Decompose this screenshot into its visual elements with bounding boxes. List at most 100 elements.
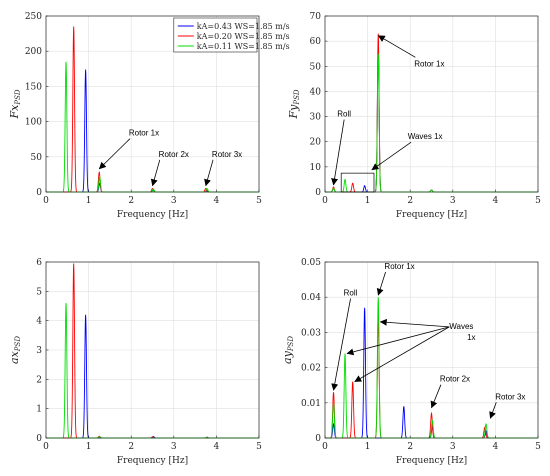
x-tick-label: 5 [256, 196, 262, 206]
series-line-ay-1 [325, 314, 538, 439]
panel-ay: 0 1 2 3 4 5 0 0.01 0.02 0.03 0.04 0.05 Frequency [Hz… [281, 258, 541, 466]
annotation-label: Rotor 2x [440, 375, 470, 384]
y-tick-label: 1 [36, 405, 42, 415]
annotation-arrow [354, 326, 450, 383]
y-tick-label: 5 [36, 287, 42, 297]
annotation-arrow [430, 384, 442, 409]
annotation-arrow [371, 141, 412, 171]
x-tick-label: 5 [535, 442, 541, 452]
x-tick-label: 1 [86, 196, 92, 206]
x-axis-label: Frequency [Hz] [396, 456, 467, 466]
series-line-ax-1 [46, 263, 259, 439]
y-tick-label: 50 [31, 153, 43, 163]
series-line-fy-2 [325, 53, 538, 193]
annotation-arrow [150, 159, 161, 187]
y-tick-label: 0 [36, 188, 42, 198]
x-tick-label: 5 [535, 196, 541, 206]
x-tick-label: 3 [450, 196, 456, 206]
annotation-arrow [331, 119, 345, 186]
series-line-ax-0 [46, 314, 259, 439]
annotation-arrow [204, 159, 214, 187]
y-tick-label: 70 [310, 12, 322, 22]
annotation-label: Roll [344, 288, 358, 297]
x-axis-label: Frequency [Hz] [117, 210, 188, 220]
annotation-arrow [98, 138, 131, 170]
series-line-fy-1 [325, 33, 538, 193]
axes-box [324, 15, 539, 193]
y-tick-label: 100 [25, 118, 42, 128]
x-tick-label: 0 [322, 442, 328, 452]
x-tick-label: 3 [171, 196, 177, 206]
annotation-arrow [331, 298, 351, 391]
x-tick-label: 2 [407, 442, 413, 452]
x-tick-label: 2 [128, 196, 134, 206]
annotation-label: Roll [337, 110, 351, 119]
annotation-label: Rotor 1x [384, 262, 414, 271]
y-tick-label: 150 [25, 82, 42, 92]
annotation-arrow [376, 271, 386, 296]
y-axis-label-main: ay [281, 350, 294, 364]
legend-entry: kA=0.11 WS=1.85 m/s [197, 42, 290, 51]
annotation-label: Rotor 1x [129, 129, 159, 138]
y-tick-label: 0.03 [301, 328, 321, 338]
x-axis-label: Frequency [Hz] [396, 210, 467, 220]
series-line-fx-2 [46, 61, 259, 193]
annotation-label: Waves [449, 322, 473, 331]
annotation-arrow [377, 35, 416, 58]
x-tick-label: 1 [365, 442, 371, 452]
x-tick-label: 4 [493, 196, 499, 206]
x-tick-label: 1 [365, 196, 371, 206]
y-tick-label: 2 [36, 375, 42, 385]
y-tick-label: 0 [36, 434, 42, 444]
x-tick-label: 4 [214, 442, 220, 452]
y-tick-label: 0.04 [301, 293, 321, 303]
axes-box [324, 261, 539, 439]
y-tick-label: 20 [310, 138, 322, 148]
x-tick-label: 1 [86, 442, 92, 452]
y-tick-label: 10 [310, 163, 322, 173]
y-axis-label-main: ax [8, 350, 21, 364]
y-tick-label: 6 [36, 258, 42, 268]
annotation-label-sub: 1x [467, 333, 475, 342]
y-tick-label: 50 [310, 62, 322, 72]
annotation-label: Waves 1x [408, 132, 443, 141]
y-axis-label-main: Fy [287, 104, 300, 120]
y-tick-label: 0 [315, 434, 321, 444]
y-axis-label-sub: PSD [14, 336, 22, 353]
annotation-label: Rotor 1x [414, 59, 444, 68]
x-tick-label: 5 [256, 442, 262, 452]
y-tick-label: 0 [315, 188, 321, 198]
annotation-label: Rotor 2x [159, 150, 189, 159]
y-axis-label-sub: PSD [287, 336, 295, 353]
y-tick-label: 4 [36, 317, 42, 327]
x-tick-label: 0 [43, 442, 49, 452]
x-tick-label: 0 [322, 196, 328, 206]
legend-entry: kA=0.43 WS=1.85 m/s [197, 22, 290, 31]
y-axis-label: FyPSD [287, 89, 301, 119]
y-tick-label: 3 [36, 346, 42, 356]
y-tick-label: 0.02 [301, 364, 321, 374]
x-tick-label: 3 [171, 442, 177, 452]
panel-ax: 0 1 2 3 4 5 0 1 2 3 4 5 6 Frequency [Hz] axPSD [8, 258, 262, 466]
y-tick-label: 30 [310, 113, 322, 123]
series-line-ay-0 [325, 307, 538, 439]
annotation-arrow [489, 402, 497, 419]
x-tick-label: 4 [214, 196, 220, 206]
x-tick-label: 4 [493, 442, 499, 452]
axes-box [45, 15, 260, 193]
y-tick-label: 0.01 [301, 399, 321, 409]
legend-entry: kA=0.20 WS=1.85 m/s [197, 32, 290, 41]
x-axis-label: Frequency [Hz] [117, 456, 188, 466]
x-tick-label: 0 [43, 196, 49, 206]
y-tick-label: 250 [25, 12, 42, 22]
y-axis-label: FxPSD [8, 89, 22, 119]
series-line-ax-2 [46, 303, 259, 439]
y-axis-label-main: Fx [8, 104, 21, 120]
x-tick-label: 2 [128, 442, 134, 452]
y-tick-label: 40 [310, 87, 322, 97]
x-tick-label: 3 [450, 442, 456, 452]
annotation-label: Rotor 3x [495, 392, 525, 401]
